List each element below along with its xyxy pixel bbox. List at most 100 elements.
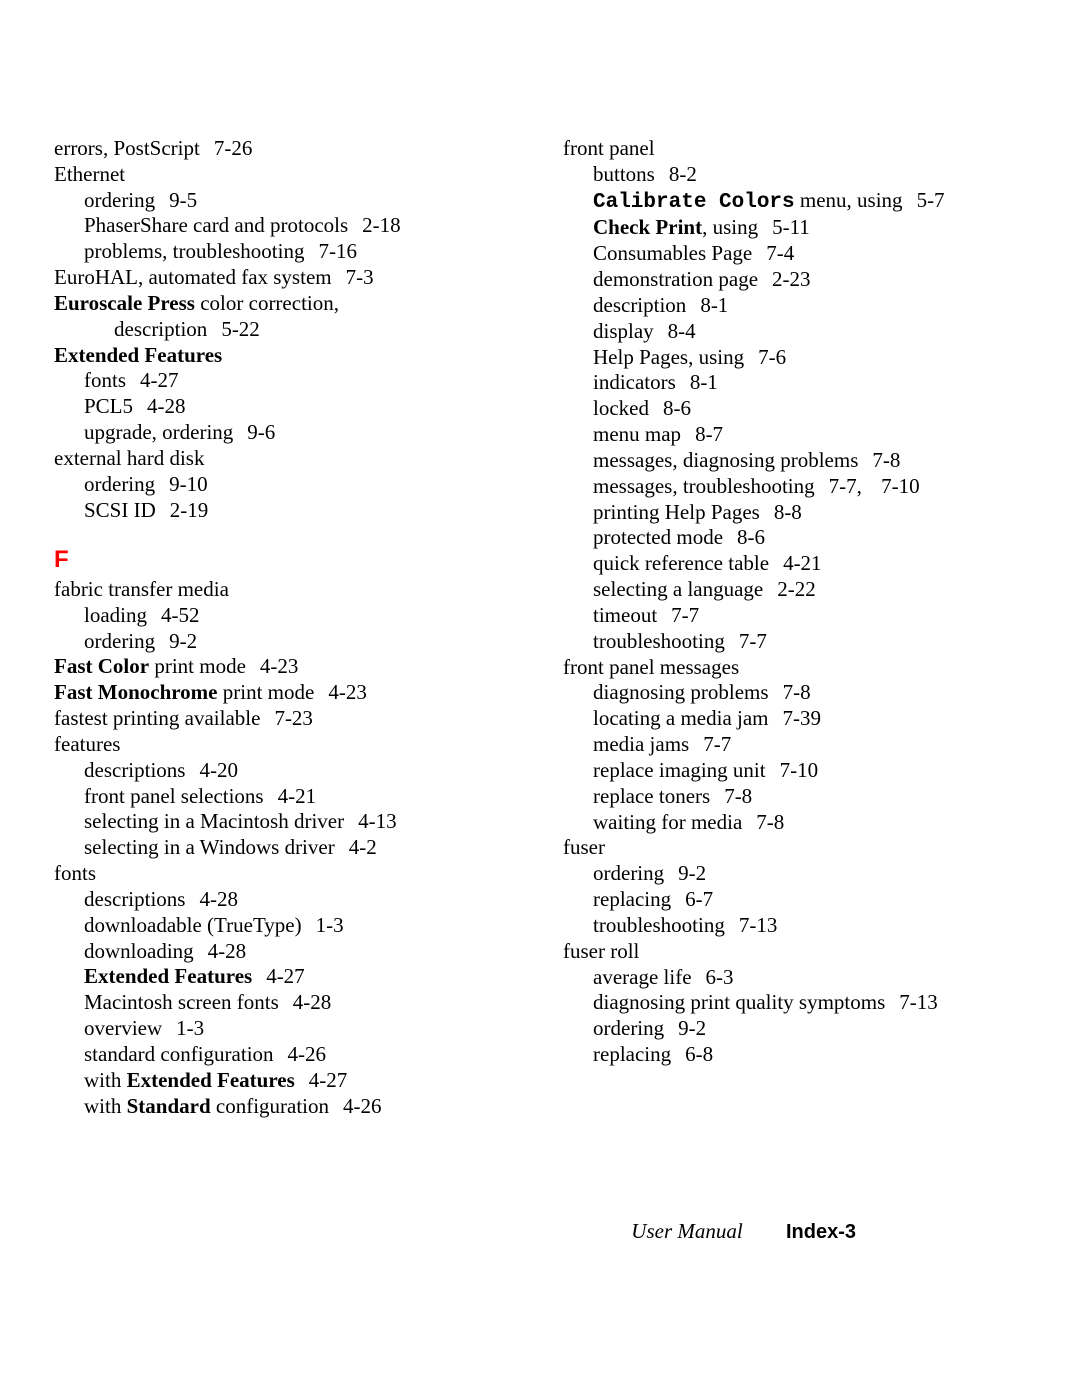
index-text: fabric transfer media — [54, 577, 229, 601]
index-text: buttons — [593, 162, 655, 186]
index-entry: fonts — [54, 861, 515, 887]
index-text: description — [593, 293, 686, 317]
index-entry: ordering 9-2 — [563, 861, 1024, 887]
index-entry: quick reference table4-21 — [563, 551, 1024, 577]
footer-usermanual: User Manual — [631, 1219, 742, 1243]
index-entry: Calibrate Colors menu, using5-7 — [563, 188, 1024, 216]
index-text: Check Print — [593, 215, 702, 239]
index-text: 7-3 — [346, 265, 374, 289]
index-text: locating a media jam — [593, 706, 769, 730]
index-text: display — [593, 319, 654, 343]
index-text: demonstration page — [593, 267, 758, 291]
index-entry: standard configuration4-26 — [54, 1042, 515, 1068]
index-text: PhaserShare card and protocols — [84, 213, 348, 237]
index-text: timeout — [593, 603, 657, 627]
index-text: 8-6 — [663, 396, 691, 420]
index-text: 8-2 — [669, 162, 697, 186]
index-entry: media jams7-7 — [563, 732, 1024, 758]
index-entry: diagnosing problems7-8 — [563, 680, 1024, 706]
index-entry: fuser — [563, 835, 1024, 861]
index-entry: SCSI ID2-19 — [54, 498, 515, 524]
index-text: troubleshooting — [593, 629, 725, 653]
index-entry: messages, troubleshooting7-7, 7-10 — [563, 474, 1024, 500]
index-entry: menu map8-7 — [563, 422, 1024, 448]
index-text: 9-2 — [678, 861, 706, 885]
index-text: messages, troubleshooting — [593, 474, 815, 498]
index-text: 7-16 — [318, 239, 357, 263]
index-entry: overview1-3 — [54, 1016, 515, 1042]
index-text: 8-1 — [690, 370, 718, 394]
index-text: diagnosing print quality symptoms — [593, 990, 885, 1014]
index-text: protected mode — [593, 525, 723, 549]
index-entry: ordering9-2 — [563, 1016, 1024, 1042]
index-text: locked — [593, 396, 649, 420]
index-entry: front panel messages — [563, 655, 1024, 681]
index-text: 4-28 — [208, 939, 247, 963]
index-text: external hard disk — [54, 446, 204, 470]
index-text: 7-10 — [780, 758, 819, 782]
index-entry: external hard disk — [54, 446, 515, 472]
index-text: 5-11 — [772, 215, 810, 239]
index-text: with — [84, 1094, 127, 1118]
index-entry: Fast Monochrome print mode4-23 — [54, 680, 515, 706]
index-text: fuser — [563, 835, 605, 859]
index-text: 7-13 — [899, 990, 938, 1014]
index-text: 7-39 — [783, 706, 822, 730]
index-text: 7-7 — [703, 732, 731, 756]
index-text: selecting in a Macintosh driver — [84, 809, 344, 833]
index-entry: selecting in a Windows driver4-2 — [54, 835, 515, 861]
index-text: 9-5 — [169, 188, 197, 212]
index-text: replacing — [593, 1042, 671, 1066]
index-text: fuser roll — [563, 939, 639, 963]
index-text: selecting in a Windows driver — [84, 835, 335, 859]
index-text: 6-3 — [706, 965, 734, 989]
index-entry: ordering9-5 — [54, 188, 515, 214]
index-text: printing Help Pages — [593, 500, 760, 524]
index-entry: Extended Features4-27 — [54, 964, 515, 990]
index-text: 4-27 — [266, 964, 305, 988]
index-entry: replacing6-7 — [563, 887, 1024, 913]
index-text: 9-2 — [169, 629, 197, 653]
index-text: upgrade, ordering — [84, 420, 233, 444]
index-entry: Help Pages, using7-6 — [563, 345, 1024, 371]
index-columns: errors, PostScript7-26Ethernetordering9-… — [54, 136, 1024, 1119]
index-text: replace imaging unit — [593, 758, 766, 782]
index-text: ordering — [84, 629, 155, 653]
index-text: 4-28 — [199, 887, 238, 911]
index-text: front panel selections — [84, 784, 264, 808]
index-text: 7-6 — [758, 345, 786, 369]
index-text: ordering — [593, 861, 664, 885]
index-text: with — [84, 1068, 127, 1092]
index-entry: messages, diagnosing problems 7-8 — [563, 448, 1024, 474]
index-text: ordering — [84, 472, 155, 496]
index-text: menu, using — [795, 188, 903, 212]
index-text: 7-7 — [739, 629, 767, 653]
index-column-right: front panelbuttons 8-2Calibrate Colors me… — [563, 136, 1024, 1119]
index-entry: indicators8-1 — [563, 370, 1024, 396]
index-text: fastest printing available — [54, 706, 260, 730]
index-text: 2-19 — [170, 498, 209, 522]
index-page: errors, PostScript7-26Ethernetordering9-… — [0, 0, 1080, 1305]
index-text: Euroscale Press — [54, 291, 195, 315]
index-text: 1-3 — [316, 913, 344, 937]
index-entry: diagnosing print quality symptoms 7-13 — [563, 990, 1024, 1016]
index-text: Extended Features — [54, 343, 222, 367]
index-text: menu map — [593, 422, 681, 446]
index-text: 7-23 — [274, 706, 313, 730]
index-text: Ethernet — [54, 162, 125, 186]
index-text: 4-21 — [783, 551, 822, 575]
index-entry: Extended Features — [54, 343, 515, 369]
index-text: messages, diagnosing problems — [593, 448, 858, 472]
index-text: 8-6 — [737, 525, 765, 549]
index-entry: front panel selections 4-21 — [54, 784, 515, 810]
index-text: 4-21 — [278, 784, 317, 808]
index-text: Fast Monochrome — [54, 680, 223, 704]
index-text: features — [54, 732, 120, 756]
index-entry: features — [54, 732, 515, 758]
index-text: front panel — [563, 136, 655, 160]
index-text: overview — [84, 1016, 162, 1040]
index-entry: buttons 8-2 — [563, 162, 1024, 188]
index-text: loading — [84, 603, 147, 627]
index-text: 8-4 — [668, 319, 696, 343]
index-text: 7-8 — [872, 448, 900, 472]
